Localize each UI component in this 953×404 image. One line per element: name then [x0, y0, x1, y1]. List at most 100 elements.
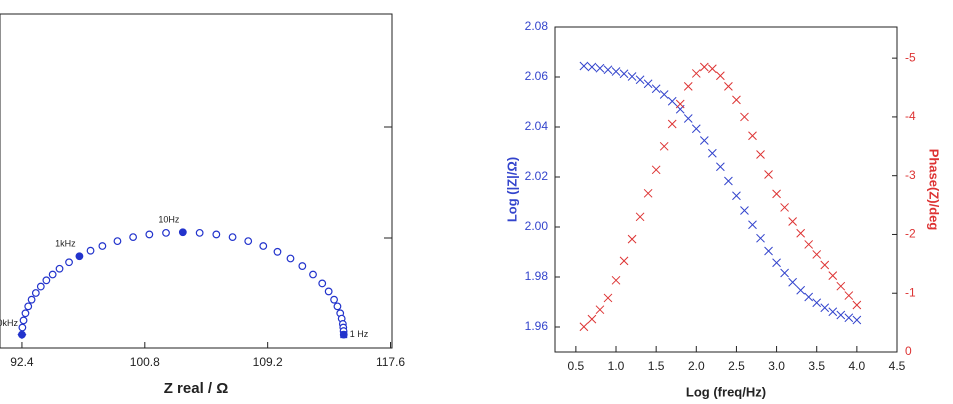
- data-point: [675, 99, 685, 109]
- data-point: [707, 64, 717, 74]
- annotation: 10Hz: [158, 215, 180, 225]
- data-point: [17, 330, 27, 340]
- data-point: [195, 228, 204, 237]
- y2-tick-label: -3: [905, 168, 916, 182]
- y2-axis-title: Phase(Z)/deg: [927, 149, 942, 231]
- data-point: [330, 295, 338, 304]
- data-point: [635, 75, 645, 85]
- data-point: [324, 287, 333, 296]
- data-point: [667, 119, 677, 129]
- data-point: [98, 242, 107, 250]
- data-point: [611, 275, 621, 285]
- data-point: [724, 176, 733, 186]
- y-tick-label: 2.04: [525, 119, 549, 133]
- x-axis-title: Log (freq/Hz): [686, 384, 766, 399]
- data-point: [724, 82, 733, 91]
- data-point: [780, 203, 789, 212]
- x-tick-label: 109.2: [253, 355, 283, 369]
- data-point: [65, 258, 73, 267]
- data-point: [286, 254, 295, 263]
- y2-tick-label: -4: [905, 109, 916, 123]
- data-point: [764, 246, 773, 256]
- x-tick-label: 1.0: [608, 359, 625, 373]
- data-point: [298, 262, 307, 270]
- x-tick-label: 3.0: [768, 359, 785, 373]
- data-point: [318, 279, 327, 288]
- annotation: 1 Hz: [350, 329, 369, 339]
- data-point: [19, 316, 28, 325]
- data-point: [804, 292, 814, 302]
- data-point: [24, 302, 33, 311]
- data-point: [707, 148, 717, 158]
- data-point: [699, 136, 709, 145]
- data-point: [828, 307, 838, 317]
- data-point: [740, 206, 749, 215]
- data-point: [619, 69, 629, 79]
- data-point: [86, 246, 95, 255]
- data-point: [145, 230, 154, 239]
- data-point: [836, 281, 846, 291]
- y2-tick-label: -1: [905, 285, 916, 299]
- data-point: [579, 322, 589, 332]
- data-point: [603, 65, 613, 75]
- data-point: [27, 295, 36, 304]
- data-point: [812, 298, 822, 308]
- data-point: [683, 114, 693, 123]
- data-point: [828, 271, 838, 280]
- data-point: [651, 84, 661, 94]
- data-point: [716, 71, 725, 81]
- data-point: [129, 233, 138, 242]
- data-point: [627, 72, 637, 81]
- data-point: [579, 61, 589, 71]
- data-point: [651, 165, 661, 175]
- data-point: [21, 309, 30, 318]
- y-tick-label: 2.08: [525, 19, 549, 33]
- data-point: [113, 237, 122, 246]
- data-point: [732, 191, 741, 201]
- data-point: [587, 62, 597, 72]
- data-point: [273, 247, 282, 256]
- data-point: [691, 69, 701, 78]
- data-point: [820, 260, 830, 270]
- data-point: [756, 150, 765, 159]
- x-tick-label: 117.6: [376, 355, 405, 369]
- data-point: [244, 237, 253, 246]
- data-point: [812, 250, 822, 259]
- data-point: [659, 90, 669, 99]
- data-point: [36, 282, 45, 291]
- x-tick-label: 4.0: [849, 359, 866, 373]
- data-point: [756, 233, 765, 243]
- data-point: [212, 230, 221, 239]
- x-tick-label: 2.5: [728, 359, 745, 373]
- data-point: [659, 141, 669, 151]
- y-axis-title: Log (|Z|/Ω): [504, 157, 519, 222]
- data-point: [259, 242, 268, 250]
- data-point: [643, 79, 653, 89]
- data-point: [179, 228, 187, 236]
- data-point: [683, 82, 693, 91]
- data-point: [635, 212, 645, 222]
- data-point: [643, 188, 653, 198]
- data-point: [788, 217, 797, 226]
- plot-frame: [554, 26, 898, 353]
- y-tick-label: 1.96: [525, 319, 549, 333]
- data-point: [844, 313, 854, 323]
- annotation: 10kHz: [0, 318, 18, 328]
- y-tick-label: 2.06: [525, 69, 549, 83]
- data-point: [611, 67, 621, 76]
- data-point: [18, 323, 27, 332]
- y-tick-label: 2.00: [525, 219, 549, 233]
- data-point: [820, 303, 830, 313]
- data-point: [788, 277, 797, 287]
- y-tick-label: 2.02: [525, 169, 549, 183]
- data-point: [587, 314, 597, 324]
- data-point: [836, 310, 846, 320]
- data-point: [772, 189, 781, 199]
- data-point: [691, 124, 701, 134]
- data-point: [603, 293, 613, 303]
- data-point: [716, 162, 725, 172]
- data-point: [42, 276, 51, 285]
- data-point: [340, 331, 348, 339]
